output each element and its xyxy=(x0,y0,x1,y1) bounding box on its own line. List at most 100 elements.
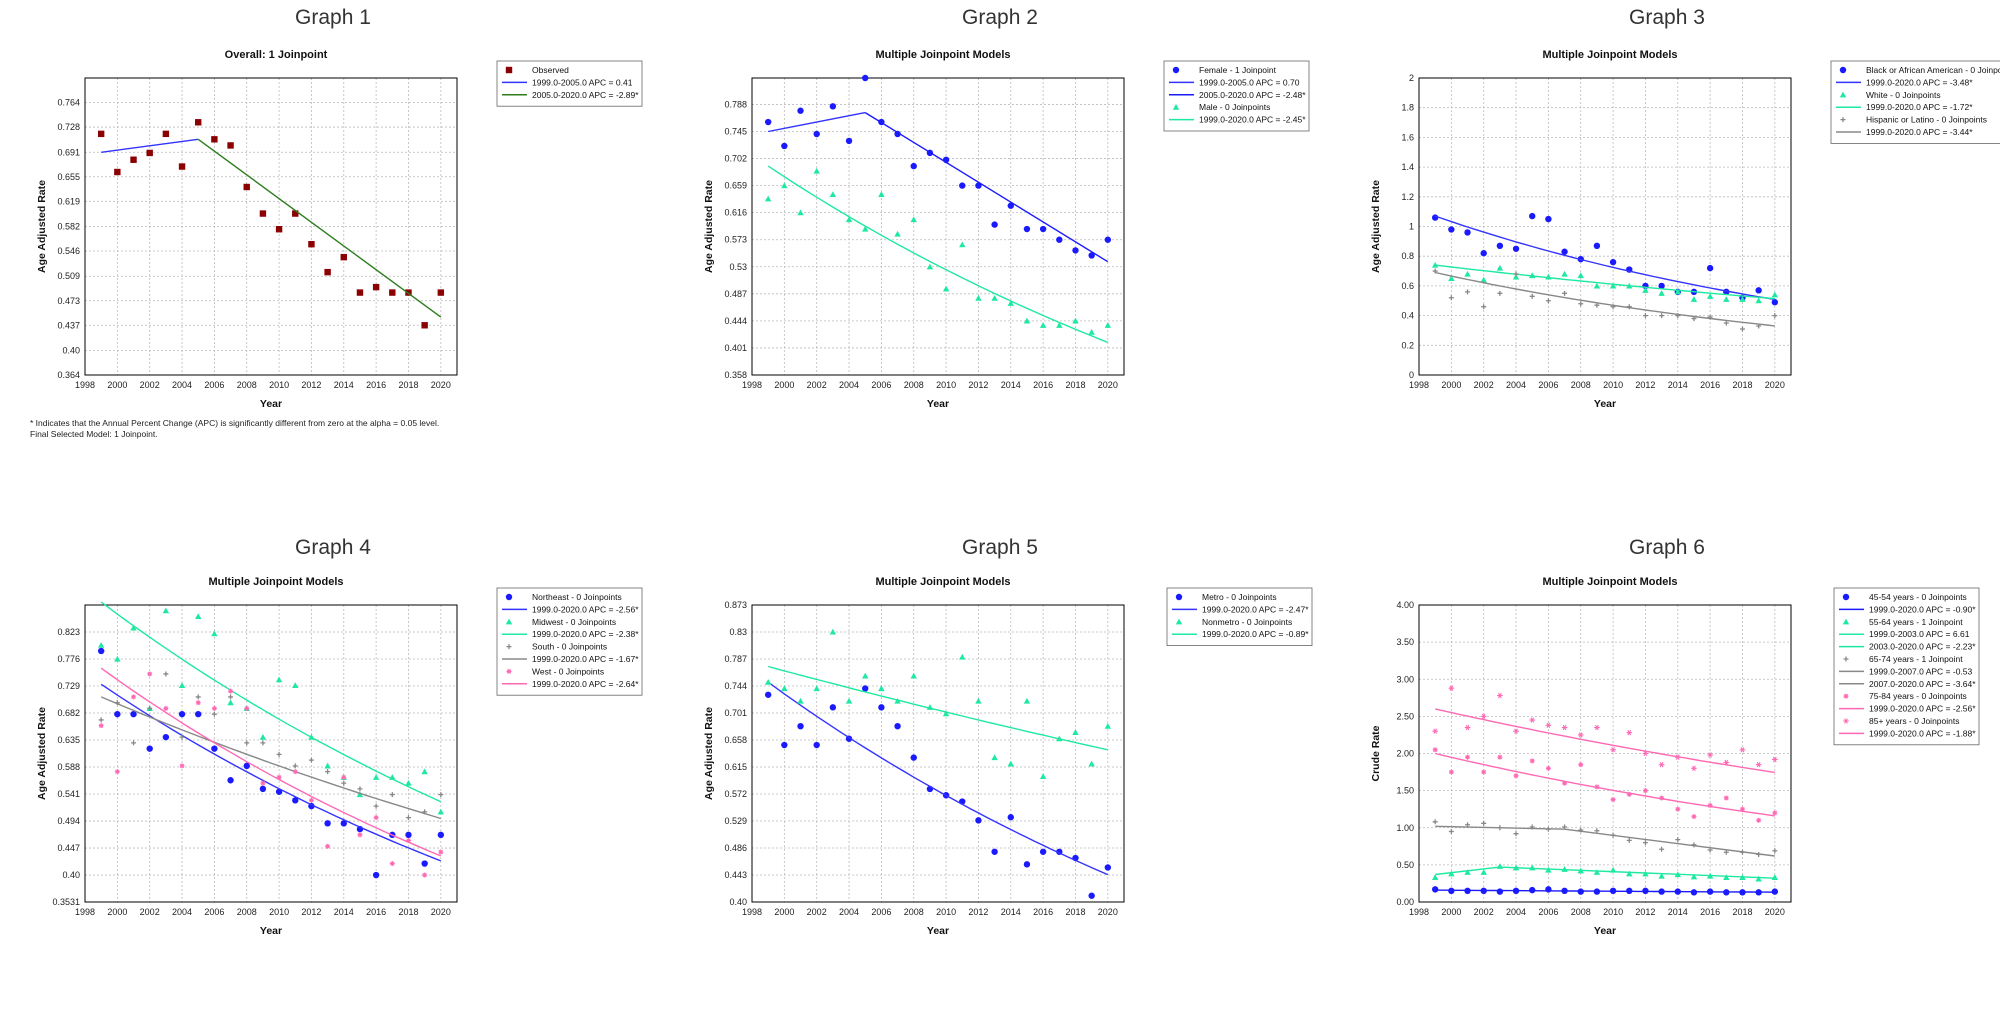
data-point xyxy=(1593,869,1601,875)
data-point xyxy=(98,723,104,729)
x-tick-label: 2018 xyxy=(398,907,418,917)
plot-frame xyxy=(1418,77,1792,376)
legend-entry: Northeast - 0 Joinpoints xyxy=(532,592,622,602)
data-point xyxy=(308,797,314,803)
legend-entry: 2005.0-2020.0 APC = -2.89* xyxy=(532,90,639,100)
data-point xyxy=(227,142,234,149)
data-point xyxy=(1772,848,1778,854)
y-axis-label: Age Adjusted Rate xyxy=(1370,180,1382,273)
grid xyxy=(84,605,457,903)
data-point xyxy=(829,103,837,110)
legend-entry: Male - 0 Joinpoints xyxy=(1199,102,1270,112)
data-point xyxy=(259,210,267,217)
data-point xyxy=(829,704,837,711)
data-point xyxy=(1513,728,1519,734)
data-point xyxy=(1578,762,1584,768)
data-point xyxy=(1658,290,1665,296)
y-tick-label: 0.728 xyxy=(57,122,80,132)
y-tick-label: 1 xyxy=(1409,222,1414,232)
y-tick-label: 0.53 xyxy=(729,262,747,272)
data-point xyxy=(764,118,772,126)
data-point xyxy=(244,705,250,711)
data-point xyxy=(1465,289,1471,295)
legend-box xyxy=(1830,60,2000,144)
data-point xyxy=(1561,270,1568,277)
legend-entry: Black or African American - 0 Joinpoints xyxy=(1866,65,2000,75)
y-tick-label: 0.437 xyxy=(57,320,80,330)
x-tick-label: 2018 xyxy=(398,380,418,390)
legend-entry: 1999.0-2005.0 APC = 0.41 xyxy=(532,77,633,87)
data-point xyxy=(959,241,966,248)
data-point xyxy=(1658,761,1665,768)
legend: Black or African American - 0 Joinpoints… xyxy=(1830,60,2000,144)
y-tick-label: 2.50 xyxy=(1396,711,1414,721)
x-tick-label: 2000 xyxy=(774,907,794,917)
data-point xyxy=(372,871,380,879)
data-point xyxy=(1843,693,1849,699)
data-point xyxy=(341,774,347,780)
data-point xyxy=(1594,828,1600,834)
data-point xyxy=(211,711,217,717)
trend-line xyxy=(1435,264,1775,300)
data-point xyxy=(437,808,445,815)
data-point xyxy=(1690,873,1698,880)
data-point xyxy=(1626,730,1633,736)
data-point xyxy=(1432,819,1438,825)
data-point xyxy=(1529,717,1536,723)
x-tick-label: 2014 xyxy=(334,380,354,390)
data-point xyxy=(422,872,428,878)
data-point xyxy=(1674,288,1681,295)
x-tick-label: 2016 xyxy=(1033,907,1053,917)
data-point xyxy=(1464,229,1471,236)
data-point xyxy=(1642,840,1648,846)
series-group xyxy=(1431,685,1779,896)
data-point xyxy=(372,774,380,780)
data-point xyxy=(211,630,218,637)
data-point xyxy=(97,642,105,648)
y-tick-label: 0.541 xyxy=(57,789,80,799)
trend-line xyxy=(767,165,1109,344)
data-point xyxy=(1039,322,1047,328)
plot-area xyxy=(85,605,457,902)
data-point xyxy=(910,754,917,761)
data-point xyxy=(438,792,444,798)
data-point xyxy=(1642,313,1648,319)
trend-line xyxy=(100,667,442,857)
data-point xyxy=(1175,593,1183,601)
data-point xyxy=(1072,729,1079,736)
data-point xyxy=(162,130,170,138)
y-tick-label: 0.83 xyxy=(729,627,747,637)
data-point xyxy=(1088,760,1095,767)
data-point xyxy=(292,769,298,775)
data-point xyxy=(505,66,513,74)
x-tick-label: 2018 xyxy=(1065,907,1085,917)
data-point xyxy=(1480,276,1487,283)
x-tick-label: 2008 xyxy=(904,380,924,390)
x-axis-label: Year xyxy=(1594,398,1616,410)
data-point xyxy=(1723,874,1730,881)
data-point xyxy=(178,682,186,689)
data-point xyxy=(1023,861,1031,868)
data-point xyxy=(389,861,395,867)
data-point xyxy=(1723,296,1730,302)
trend-line xyxy=(1435,752,1775,817)
y-tick-label: 0.40 xyxy=(62,870,80,880)
footnote-line-2: Final Selected Model: 1 Joinpoint. xyxy=(30,429,158,439)
data-point xyxy=(1545,722,1552,728)
plot-frame xyxy=(751,77,1125,376)
x-tick-label: 2006 xyxy=(871,907,891,917)
data-point xyxy=(797,697,804,704)
x-tick-label: 2002 xyxy=(140,907,160,917)
legend-entry: South - 0 Joinpoints xyxy=(532,642,607,652)
legend-entry: 1999.0-2005.0 APC = 0.70 xyxy=(1199,77,1300,87)
y-tick-label: 0.823 xyxy=(57,627,80,637)
data-point xyxy=(1512,273,1520,280)
data-point xyxy=(1104,864,1112,871)
legend-entry: 1999.0-2020.0 APC = -1.72* xyxy=(1866,102,1973,112)
data-point xyxy=(1448,275,1455,282)
x-tick-label: 1998 xyxy=(1409,907,1429,917)
trend-line xyxy=(768,111,866,133)
data-point xyxy=(1023,317,1031,324)
series-points xyxy=(1432,747,1778,823)
data-point xyxy=(862,685,869,692)
